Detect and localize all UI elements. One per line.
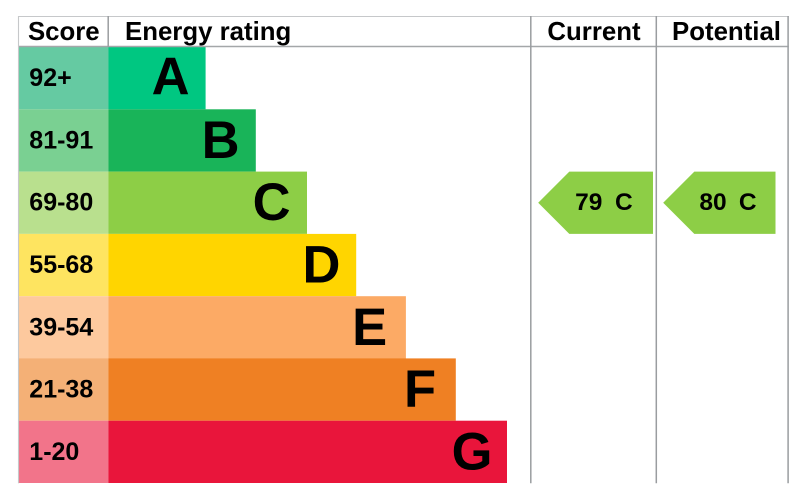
- svg-text:21-38: 21-38: [29, 376, 93, 404]
- svg-text:A: A: [152, 48, 190, 107]
- svg-text:C: C: [253, 173, 291, 232]
- svg-text:Potential: Potential: [672, 18, 781, 46]
- svg-text:1-20: 1-20: [29, 438, 79, 466]
- svg-text:Energy rating: Energy rating: [125, 18, 291, 46]
- svg-text:Current: Current: [547, 18, 641, 46]
- svg-text:Score: Score: [28, 18, 100, 46]
- svg-text:F: F: [404, 360, 436, 419]
- svg-text:B: B: [202, 111, 240, 170]
- svg-text:C: C: [615, 189, 633, 216]
- svg-text:G: G: [452, 422, 493, 481]
- svg-text:E: E: [352, 298, 387, 357]
- svg-text:39-54: 39-54: [29, 313, 93, 341]
- svg-text:D: D: [302, 236, 340, 295]
- svg-text:55-68: 55-68: [29, 251, 93, 279]
- svg-text:69-80: 69-80: [29, 189, 93, 217]
- svg-text:81-91: 81-91: [29, 126, 93, 154]
- svg-text:C: C: [739, 189, 757, 216]
- svg-text:92+: 92+: [29, 64, 71, 92]
- svg-text:79: 79: [575, 189, 602, 216]
- svg-text:80: 80: [699, 189, 726, 216]
